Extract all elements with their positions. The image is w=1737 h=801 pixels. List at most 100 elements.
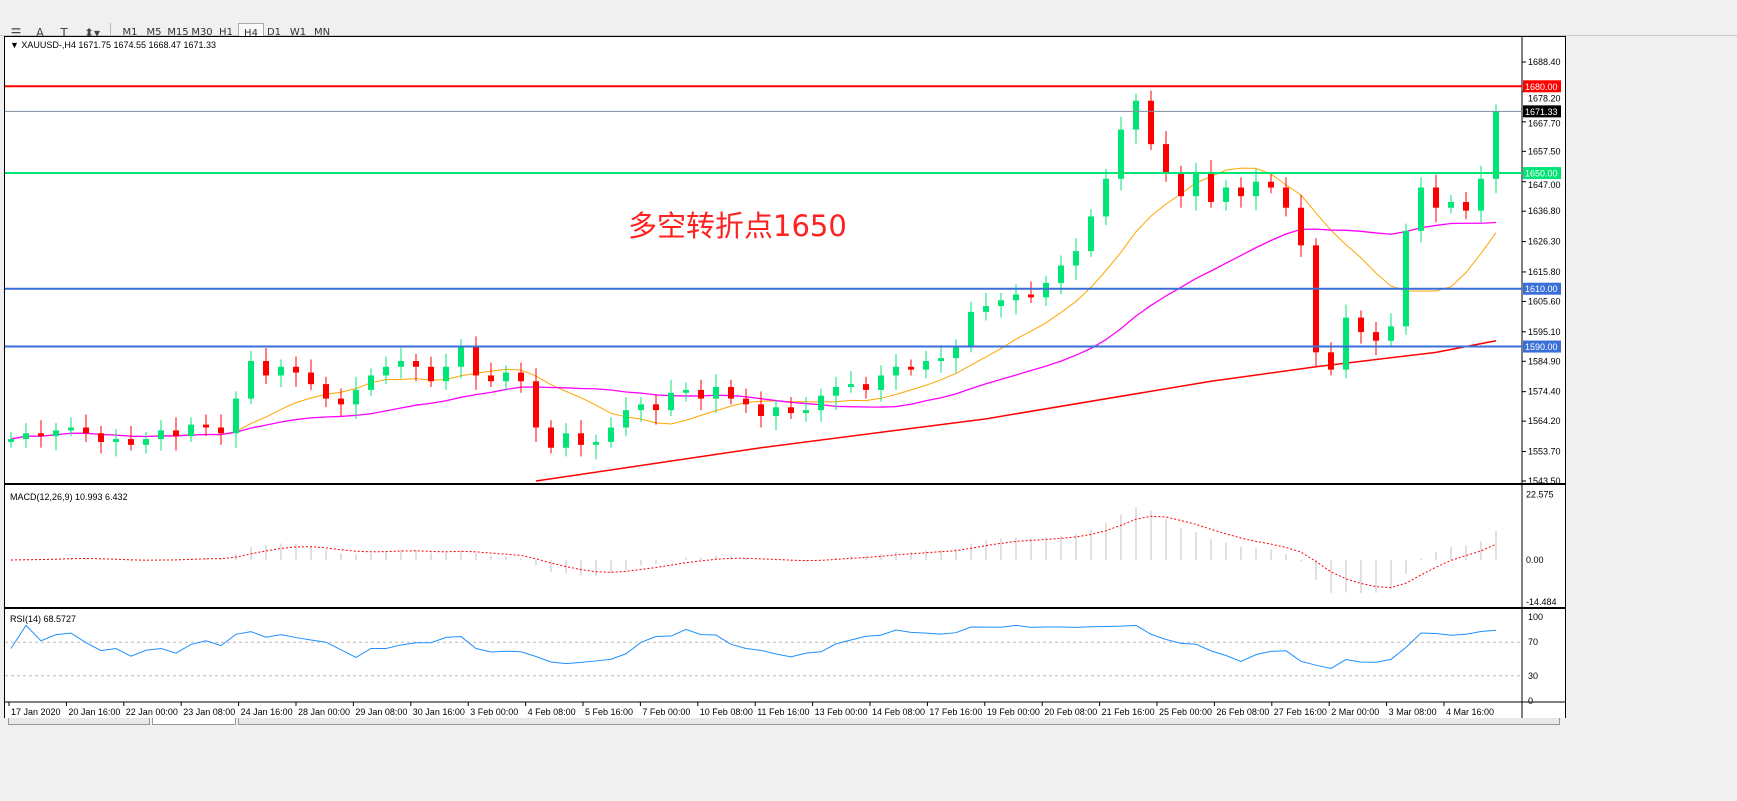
candle-body: [1328, 352, 1334, 370]
candle-body: [818, 395, 824, 411]
level-tag-label: 1610.00: [1525, 284, 1558, 294]
candle-body: [983, 306, 989, 312]
time-tick-label: 28 Jan 00:00: [298, 707, 350, 717]
chart-tab[interactable]: [238, 718, 1560, 725]
time-tick-label: 19 Feb 00:00: [987, 707, 1040, 717]
candle-body: [593, 441, 599, 445]
level-tag: [1523, 340, 1561, 353]
candle-body: [293, 366, 299, 373]
rsi-label: RSI(14) 68.5727: [10, 614, 76, 624]
time-tick-label: 24 Jan 16:00: [241, 707, 293, 717]
candle-body: [638, 404, 644, 411]
candle-body: [428, 366, 434, 382]
timeframe-mn[interactable]: MN: [313, 27, 331, 38]
candle-body: [1238, 187, 1244, 197]
candle-body: [893, 366, 899, 376]
time-tick-label: 22 Jan 00:00: [126, 707, 178, 717]
candle-body: [1103, 178, 1109, 217]
price-tick-label: 1688.40: [1528, 57, 1561, 67]
candle-body: [1418, 187, 1424, 231]
timeframe-m15[interactable]: M15: [167, 27, 189, 38]
candle-body: [848, 384, 854, 388]
candle-body: [1148, 100, 1154, 145]
candle-body: [248, 360, 254, 399]
price-tick-label: 1584.90: [1528, 356, 1561, 366]
candle-body: [713, 387, 719, 399]
candle-body: [1358, 317, 1364, 333]
level-tag: [1523, 167, 1561, 180]
price-tick-label: 1574.40: [1528, 387, 1561, 397]
time-tick-label: 4 Feb 08:00: [528, 707, 576, 717]
time-tick-label: 7 Feb 00:00: [642, 707, 690, 717]
price-tick-label: 1667.70: [1528, 118, 1561, 128]
candle-body: [683, 389, 689, 393]
time-tick-label: 26 Feb 08:00: [1216, 707, 1269, 717]
candle-body: [158, 430, 164, 440]
current-price-tag: [1523, 105, 1561, 118]
chart-toolbar: ☰ A T ⬍▾ M1 M5 M15 M30 H1 H4 D1 W1 MN: [0, 10, 1737, 45]
time-tick-label: 29 Jan 08:00: [355, 707, 407, 717]
time-tick-label: 23 Jan 08:00: [183, 707, 235, 717]
candle-body: [1118, 129, 1124, 179]
candle-body: [188, 424, 194, 437]
candle-body: [1403, 230, 1409, 327]
candle-body: [1268, 181, 1274, 188]
candle-body: [698, 389, 704, 399]
candle-body: [1253, 181, 1259, 197]
candle-body: [1208, 173, 1214, 202]
candle-body: [968, 311, 974, 347]
time-tick-label: 4 Mar 16:00: [1446, 707, 1494, 717]
price-tick-label: 1553.70: [1528, 447, 1561, 457]
timeframe-m30[interactable]: M30: [191, 27, 213, 38]
candle-body: [323, 384, 329, 399]
chart-canvas[interactable]: ▼ XAUUSD-,H4 1671.75 1674.55 1668.47 167…: [5, 37, 1565, 719]
time-tick-label: 17 Jan 2020: [11, 707, 61, 717]
candle-body: [1043, 282, 1049, 298]
candle-body: [533, 381, 539, 428]
timeframe-m5[interactable]: M5: [146, 27, 162, 38]
candle-body: [1193, 173, 1199, 197]
candle-body: [953, 346, 959, 359]
current-price-label: 1671.33: [1525, 107, 1558, 117]
price-tick-label: 1647.00: [1528, 180, 1561, 190]
hline-grid-icon[interactable]: ☰: [10, 26, 22, 40]
rsi-tick-label: 30: [1528, 671, 1538, 681]
candle-body: [1223, 187, 1229, 202]
candle-body: [1088, 216, 1094, 252]
text-icon[interactable]: A: [35, 26, 45, 40]
candle-body: [218, 427, 224, 434]
rsi-tick-label: 0: [1528, 696, 1533, 706]
time-tick-label: 3 Mar 08:00: [1389, 707, 1437, 717]
candle-body: [1448, 201, 1454, 208]
candle-body: [1388, 326, 1394, 341]
timeframe-m1[interactable]: M1: [122, 27, 138, 38]
candle-body: [413, 360, 419, 367]
chart-header: ▼ XAUUSD-,H4 1671.75 1674.55 1668.47 167…: [10, 40, 216, 50]
time-tick-label: 5 Feb 16:00: [585, 707, 633, 717]
candle-body: [1463, 201, 1469, 211]
candle-body: [38, 433, 44, 437]
candle-body: [653, 404, 659, 411]
timeframe-d1[interactable]: D1: [266, 27, 282, 38]
timeframe-h1[interactable]: H1: [219, 27, 233, 38]
candle-body: [578, 433, 584, 445]
chart-window[interactable]: ▼ XAUUSD-,H4 1671.75 1674.55 1668.47 167…: [4, 36, 1566, 720]
candle-body: [113, 439, 119, 442]
chart-tab[interactable]: [8, 718, 150, 725]
candle-body: [758, 404, 764, 416]
candle-body: [1178, 173, 1184, 197]
time-tick-label: 20 Feb 08:00: [1044, 707, 1097, 717]
candle-body: [1073, 251, 1079, 266]
candle-body: [488, 375, 494, 382]
candle-body: [623, 410, 629, 428]
candle-body: [1013, 294, 1019, 301]
time-tick-label: 3 Feb 00:00: [470, 707, 518, 717]
chart-tab-active[interactable]: [152, 718, 236, 725]
candle-body: [908, 366, 914, 370]
timeframe-w1[interactable]: W1: [289, 27, 307, 38]
price-tick-label: 1564.20: [1528, 416, 1561, 426]
candle-body: [863, 384, 869, 390]
candle-body: [263, 360, 269, 376]
level-tag: [1523, 282, 1561, 295]
text-label-icon[interactable]: T: [60, 26, 68, 40]
